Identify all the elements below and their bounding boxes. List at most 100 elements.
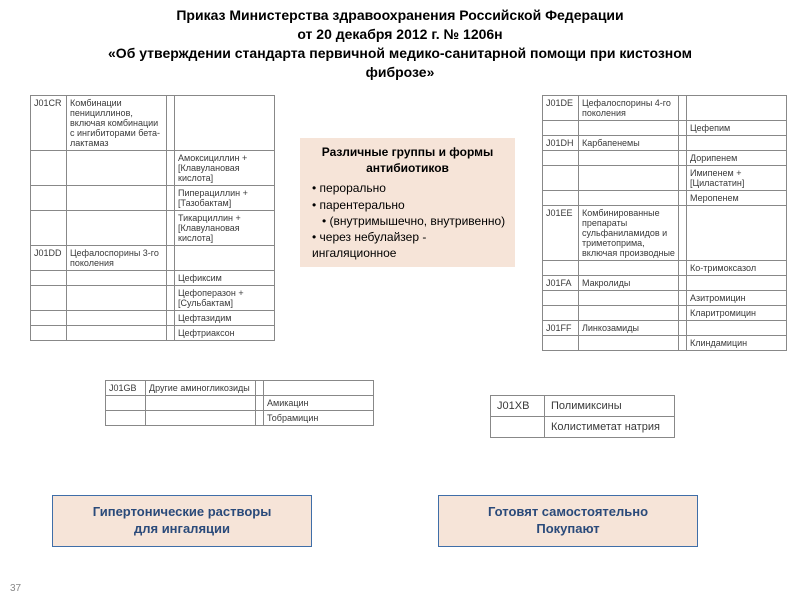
table-cell (543, 291, 579, 306)
table-cell: J01CR (31, 96, 67, 151)
table-cell: Кларитромицин (687, 306, 787, 321)
table-cell (167, 271, 175, 286)
table-cell: Цефалоспорины 4-го поколения (579, 96, 679, 121)
table-cell: Тикарциллин + [Клавулановая кислота] (175, 211, 275, 246)
table-cell (167, 186, 175, 211)
table-cell (146, 396, 256, 411)
table-cell (167, 286, 175, 311)
table-cell: J01XB (491, 396, 545, 417)
table-right: J01DEЦефалоспорины 4-го поколения Цефепим… (542, 95, 787, 351)
callout-item: через небулайзер - ингаляционное (312, 229, 507, 261)
table-cell (679, 121, 687, 136)
header-line: Приказ Министерства здравоохранения Росс… (40, 6, 760, 25)
box-line: Покупают (451, 521, 685, 538)
table-cell: Меропенем (687, 191, 787, 206)
table-cell (31, 271, 67, 286)
table-cell: Клиндамицин (687, 336, 787, 351)
table-cell (687, 206, 787, 261)
table-cell (256, 411, 264, 426)
table-cell (579, 166, 679, 191)
box-line: Готовят самостоятельно (451, 504, 685, 521)
table-cell (579, 191, 679, 206)
table-cell (543, 306, 579, 321)
callout-antibiotics: Различные группы и формы антибиотиков пе… (300, 138, 515, 267)
table-cell (687, 321, 787, 336)
table-cell (679, 321, 687, 336)
table-cell (679, 306, 687, 321)
table-cell: J01DE (543, 96, 579, 121)
table-cell (687, 136, 787, 151)
table-mid: J01GBДругие аминогликозидыАмикацинТобрам… (105, 380, 374, 426)
table-cell (679, 166, 687, 191)
table-cell: Амоксициллин + [Клавулановая кислота] (175, 151, 275, 186)
table-cell: J01GB (106, 381, 146, 396)
table-cell: Цефепим (687, 121, 787, 136)
table-cell (67, 151, 167, 186)
table-cell: Цефтазидим (175, 311, 275, 326)
table-cell (543, 166, 579, 191)
table-cell (167, 326, 175, 341)
table-cell (167, 246, 175, 271)
table-cell: J01FF (543, 321, 579, 336)
table-cell (679, 206, 687, 261)
box-line: Гипертонические растворы (65, 504, 299, 521)
table-cell (31, 326, 67, 341)
table-cell (67, 211, 167, 246)
table-cell (167, 96, 175, 151)
table-cell (67, 286, 167, 311)
table-cell: Цефоперазон + [Сульбактам] (175, 286, 275, 311)
table-cell: Линкозамиды (579, 321, 679, 336)
table-cell: J01EE (543, 206, 579, 261)
header-line: от 20 декабря 2012 г. № 1206н (40, 25, 760, 44)
table-cell (679, 261, 687, 276)
table-cell (579, 291, 679, 306)
table-cell (67, 186, 167, 211)
table-cell (543, 191, 579, 206)
table-cell (579, 261, 679, 276)
table-cell: Другие аминогликозиды (146, 381, 256, 396)
table-cell (679, 96, 687, 121)
callout-item: перорально (312, 180, 507, 196)
table-cell (579, 306, 679, 321)
table-cell (167, 311, 175, 326)
table-cell (256, 381, 264, 396)
header-block: Приказ Министерства здравоохранения Росс… (40, 6, 760, 82)
table-cell (543, 261, 579, 276)
table-cell (543, 121, 579, 136)
table-cell (687, 96, 787, 121)
table-cell (679, 291, 687, 306)
table-cell (543, 336, 579, 351)
table-cell: Дорипенем (687, 151, 787, 166)
table-cell (167, 151, 175, 186)
table-cell: Карбапенемы (579, 136, 679, 151)
table-cell (679, 151, 687, 166)
table-cell: Комбинации пенициллинов, включая комбина… (67, 96, 167, 151)
table-cell: Цефтриаксон (175, 326, 275, 341)
table-cell: Пиперациллин + [Тазобактам] (175, 186, 275, 211)
table-cell: Комбинированные препараты сульфаниламидо… (579, 206, 679, 261)
table-cell (543, 151, 579, 166)
table-cell (687, 276, 787, 291)
table-cell (256, 396, 264, 411)
table-cell (31, 151, 67, 186)
callout-item: парентерально (312, 197, 507, 213)
table-cell: Полимиксины (545, 396, 675, 417)
table-left: J01CRКомбинации пенициллинов, включая ко… (30, 95, 275, 341)
table-cell (679, 191, 687, 206)
table-cell: J01FA (543, 276, 579, 291)
table-cell (31, 211, 67, 246)
box-hypertonic: Гипертонические растворы для ингаляции (52, 495, 312, 547)
box-prepare: Готовят самостоятельно Покупают (438, 495, 698, 547)
table-cell: Колистиметат натрия (545, 417, 675, 438)
table-cell: J01DD (31, 246, 67, 271)
table-cell (491, 417, 545, 438)
table-cell (31, 186, 67, 211)
table-cell (106, 411, 146, 426)
table-cell (67, 311, 167, 326)
table-cell (167, 211, 175, 246)
table-cell (679, 336, 687, 351)
table-cell: Ко-тримоксазол (687, 261, 787, 276)
table-dual: J01XBПолимиксиныКолистиметат натрия (490, 395, 675, 438)
page-number: 37 (10, 583, 21, 594)
table-cell: Имипенем + [Циластатин] (687, 166, 787, 191)
